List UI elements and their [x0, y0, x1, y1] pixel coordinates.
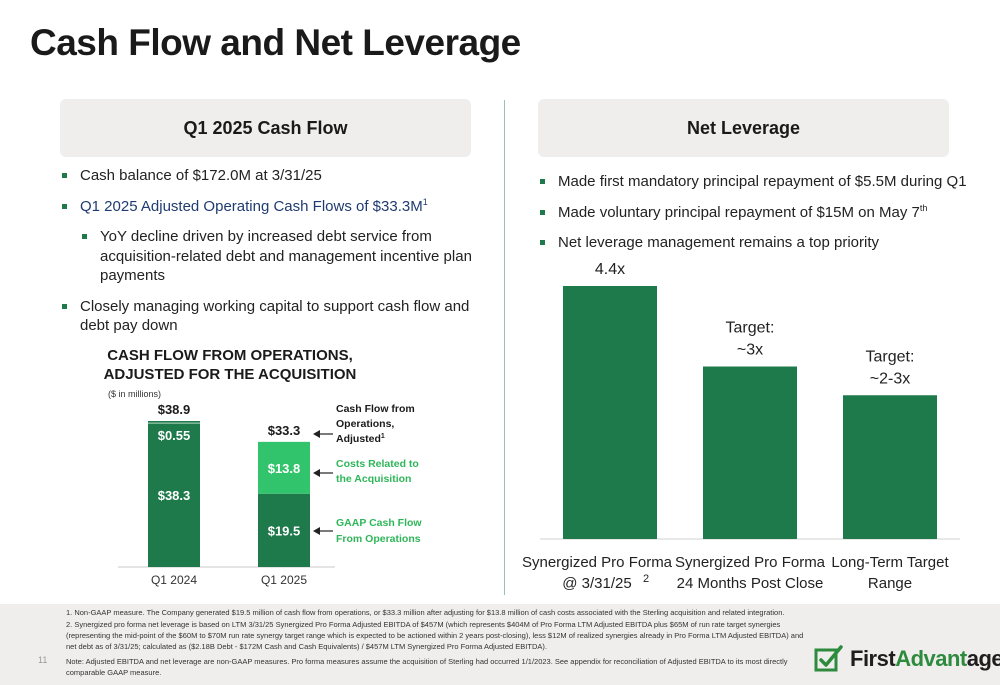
- logo-wordmark: FirstAdvantage: [850, 646, 1000, 671]
- leverage-value-label: Target:: [726, 320, 775, 337]
- cf-category-label: Q1 2024: [151, 573, 197, 587]
- leverage-category-label: 24 Months Post Close: [677, 575, 824, 592]
- checkbox-logo-icon: [814, 645, 843, 672]
- bullet-adjusted-ocf: Q1 2025 Adjusted Operating Cash Flows of…: [60, 197, 480, 217]
- column-divider: [504, 100, 505, 595]
- leverage-bar: [703, 366, 797, 539]
- cf-value-label-gaap: $38.3: [158, 488, 191, 503]
- cash-flow-bullet-list: Cash balance of $172.0M at 3/31/25 Q1 20…: [60, 166, 480, 347]
- cf-value-label-acquisition: $13.8: [268, 461, 301, 476]
- footnote-note: Note: Adjusted EBITDA and net leverage a…: [66, 657, 788, 677]
- cf-bar-gaap: [148, 423, 200, 567]
- leverage-value-label: ~2-3x: [870, 370, 910, 387]
- leverage-category-label: Synergized Pro Forma: [675, 554, 826, 571]
- cf-total-label: $38.9: [158, 402, 191, 417]
- leverage-value-label: Target:: [866, 348, 915, 365]
- charts-canvas: $38.3 $0.55 $38.9 Q1 2024 $19.5 $13.8 $33.3 Q1 …: [118, 261, 960, 592]
- page-title: Cash Flow and Net Leverage: [30, 22, 521, 63]
- cf-value-label-gaap: $19.5: [268, 523, 301, 538]
- footnote-2: 2. Synergized pro forma net leverage is …: [66, 620, 804, 651]
- page-number: 11: [38, 655, 48, 665]
- bullet-working-capital: Closely managing working capital to supp…: [60, 297, 480, 336]
- footnote-1: 1. Non-GAAP measure. The Company generat…: [66, 608, 785, 617]
- cf-annotation-acquisition: Costs Related to the Acquisition: [336, 458, 419, 485]
- bullet-leverage-priority: Net leverage management remains a top pr…: [538, 233, 978, 253]
- bullet-yoy-decline: YoY decline driven by increased debt ser…: [80, 227, 480, 286]
- net-leverage-bullet-list: Made first mandatory principal repayment…: [538, 172, 978, 264]
- bullet-mandatory-repayment: Made first mandatory principal repayment…: [538, 172, 978, 192]
- cf-annotation-adjusted: Cash Flow from Operations, Adjusted1: [336, 403, 415, 445]
- cf-bar-gaap: [258, 493, 310, 567]
- cash-flow-chart-units: ($ in millions): [108, 389, 162, 399]
- cf-bar-acquisition-costs: [148, 421, 200, 424]
- cash-flow-panel-heading: Q1 2025 Cash Flow: [60, 99, 471, 157]
- cf-bar-acquisition-costs: [258, 441, 310, 494]
- leverage-category-label: @ 3/31/25: [562, 575, 631, 592]
- cf-total-label: $33.3: [268, 423, 301, 438]
- leverage-category-label: Range: [868, 575, 912, 592]
- first-advantage-logo: FirstAdvantage: [814, 644, 1000, 674]
- leverage-bar: [843, 395, 937, 539]
- leverage-category-label: Synergized Pro Forma: [522, 554, 673, 571]
- net-leverage-panel-heading: Net Leverage: [538, 99, 949, 157]
- cash-flow-chart-title: CASH FLOW FROM OPERATIONS, ADJUSTED FOR …: [103, 347, 357, 383]
- cf-arrow-adjusted-head: [313, 430, 320, 438]
- cf-arrow-gaap-head: [313, 527, 320, 535]
- leverage-value-label: ~3x: [737, 342, 763, 359]
- cf-value-label-acquisition: $0.55: [158, 428, 191, 443]
- leverage-bar: [563, 286, 657, 539]
- bullet-voluntary-repayment: Made voluntary principal repayment of $1…: [538, 203, 978, 223]
- leverage-category-label: Long-Term Target: [831, 554, 949, 571]
- cf-annotation-gaap: GAAP Cash Flow From Operations: [336, 517, 422, 545]
- bullet-cash-balance: Cash balance of $172.0M at 3/31/25: [60, 166, 480, 186]
- leverage-value-label: 4.4x: [595, 261, 625, 278]
- leverage-category-footnote-marker: 2: [643, 573, 649, 585]
- cf-category-label: Q1 2025: [261, 573, 307, 587]
- cf-arrow-acquisition-head: [313, 469, 320, 477]
